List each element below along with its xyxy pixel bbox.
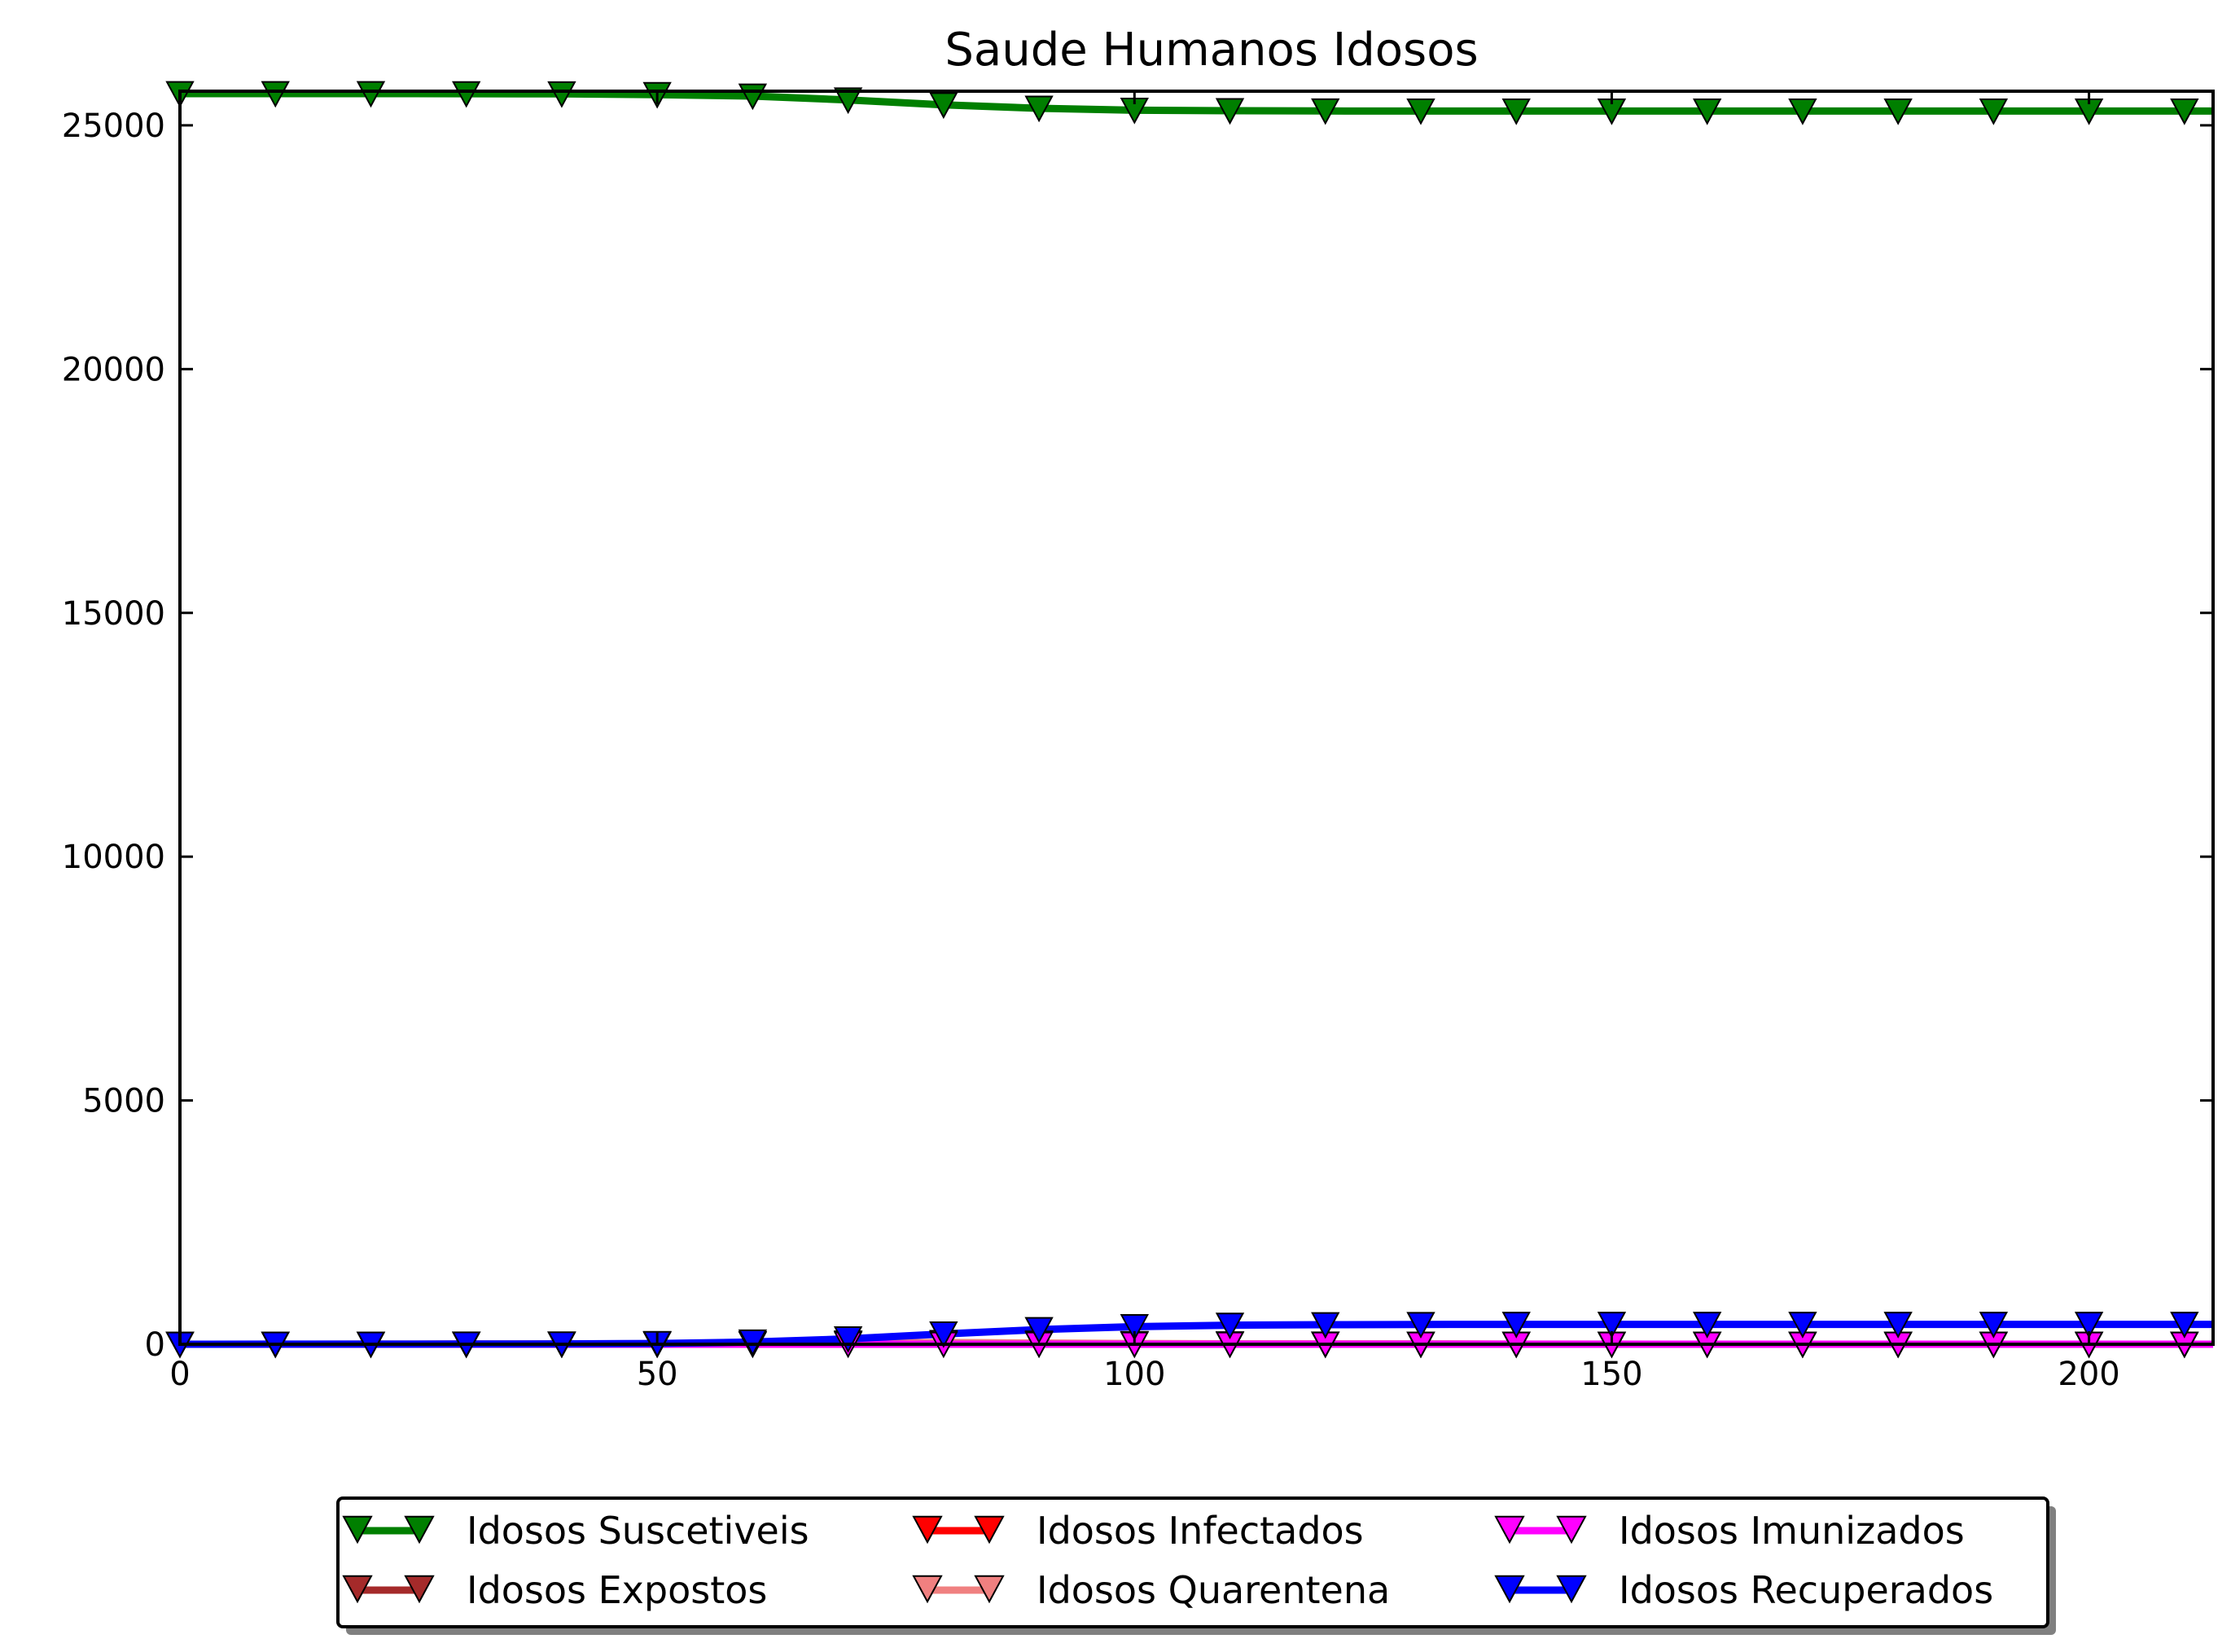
legend-item-idosos-quarentena: Idosos Quarentena bbox=[912, 1568, 1390, 1612]
x-tick-label: 0 bbox=[169, 1356, 190, 1393]
legend-item-idosos-imunizados: Idosos Imunizados bbox=[1494, 1509, 1965, 1553]
legend-marker bbox=[342, 1515, 373, 1545]
legend-marker bbox=[1494, 1575, 1525, 1604]
series-point-idosos-suscetiveis bbox=[2170, 99, 2199, 125]
series-point-idosos-recuperados bbox=[1883, 1312, 1913, 1339]
legend-label: Idosos Recuperados bbox=[1619, 1568, 1993, 1612]
legend-marker bbox=[912, 1515, 943, 1545]
legend-label: Idosos Suscetiveis bbox=[467, 1509, 809, 1553]
series-point-idosos-suscetiveis bbox=[1883, 99, 1913, 125]
series-point-idosos-recuperados bbox=[1120, 1314, 1149, 1341]
series-point-idosos-suscetiveis bbox=[452, 81, 481, 108]
y-tick-label: 25000 bbox=[62, 107, 165, 145]
legend-marker bbox=[1556, 1515, 1587, 1545]
y-tick-label: 0 bbox=[145, 1326, 165, 1364]
series-point-idosos-recuperados bbox=[1979, 1312, 2009, 1339]
series-point-idosos-suscetiveis bbox=[261, 81, 290, 108]
series-point-idosos-recuperados bbox=[2170, 1312, 2199, 1339]
y-tick-label: 20000 bbox=[62, 351, 165, 388]
legend: Idosos Suscetiveis Idosos Expostos Idosos … bbox=[336, 1496, 2056, 1635]
legend-label: Idosos Imunizados bbox=[1619, 1509, 1965, 1553]
legend-marker bbox=[974, 1515, 1005, 1545]
legend-marker bbox=[1494, 1515, 1525, 1545]
series-point-idosos-suscetiveis bbox=[929, 92, 958, 120]
legend-label: Idosos Infectados bbox=[1037, 1509, 1364, 1553]
series-point-idosos-suscetiveis bbox=[1311, 98, 1340, 125]
y-tick-label: 5000 bbox=[82, 1083, 165, 1120]
series-point-idosos-suscetiveis bbox=[1024, 95, 1054, 123]
legend-box bbox=[336, 1496, 2049, 1628]
series-point-idosos-suscetiveis bbox=[833, 87, 863, 115]
x-tick-label: 50 bbox=[637, 1356, 678, 1393]
legend-label: Idosos Expostos bbox=[467, 1568, 767, 1612]
series-point-idosos-suscetiveis bbox=[356, 81, 386, 108]
legend-item-idosos-recuperados: Idosos Recuperados bbox=[1494, 1568, 1993, 1612]
series-point-idosos-recuperados bbox=[1788, 1312, 1817, 1339]
series-point-idosos-recuperados bbox=[1024, 1317, 1054, 1344]
series-point-idosos-recuperados bbox=[1311, 1312, 1340, 1339]
series-point-idosos-recuperados bbox=[833, 1326, 863, 1353]
series-point-idosos-suscetiveis bbox=[1501, 99, 1531, 125]
x-tick-label: 200 bbox=[2058, 1356, 2119, 1393]
legend-marker bbox=[1556, 1575, 1587, 1604]
x-tick-label: 100 bbox=[1103, 1356, 1165, 1393]
legend-item-idosos-infectados: Idosos Infectados bbox=[912, 1509, 1364, 1553]
series-point-idosos-suscetiveis bbox=[1788, 99, 1817, 125]
series-point-idosos-recuperados bbox=[1597, 1312, 1627, 1339]
legend-marker bbox=[404, 1515, 435, 1545]
series-point-idosos-recuperados bbox=[1406, 1312, 1435, 1339]
y-tick-label: 15000 bbox=[62, 595, 165, 633]
legend-marker bbox=[342, 1575, 373, 1604]
series-point-idosos-suscetiveis bbox=[1215, 98, 1245, 125]
series-point-idosos-suscetiveis bbox=[1979, 99, 2009, 125]
series-point-idosos-recuperados bbox=[738, 1329, 768, 1356]
legend-item-idosos-expostos: Idosos Expostos bbox=[342, 1568, 767, 1612]
chart-title: Saude Humanos Idosos bbox=[945, 24, 1478, 77]
x-tick-label: 150 bbox=[1580, 1356, 1642, 1393]
legend-marker bbox=[404, 1575, 435, 1604]
axis-ticks: 0 50 100 150 200 0 5000 10000 15000 20000 25000 bbox=[62, 91, 2213, 1393]
series-point-idosos-recuperados bbox=[1215, 1312, 1245, 1339]
legend-marker bbox=[974, 1575, 1005, 1604]
series-point-idosos-suscetiveis bbox=[1406, 98, 1435, 125]
series-point-idosos-recuperados bbox=[929, 1321, 958, 1348]
series-point-idosos-suscetiveis bbox=[1693, 99, 1722, 125]
series-point-idosos-recuperados bbox=[1501, 1312, 1531, 1339]
y-tick-label: 10000 bbox=[62, 839, 165, 876]
legend-item-idosos-suscetiveis: Idosos Suscetiveis bbox=[342, 1509, 809, 1553]
series-point-idosos-recuperados bbox=[1693, 1312, 1722, 1339]
plot-frame bbox=[178, 90, 2215, 1346]
legend-marker bbox=[912, 1575, 943, 1604]
series-point-idosos-suscetiveis bbox=[547, 81, 576, 108]
legend-label: Idosos Quarentena bbox=[1037, 1568, 1390, 1612]
series-point-idosos-recuperados bbox=[2074, 1312, 2104, 1339]
